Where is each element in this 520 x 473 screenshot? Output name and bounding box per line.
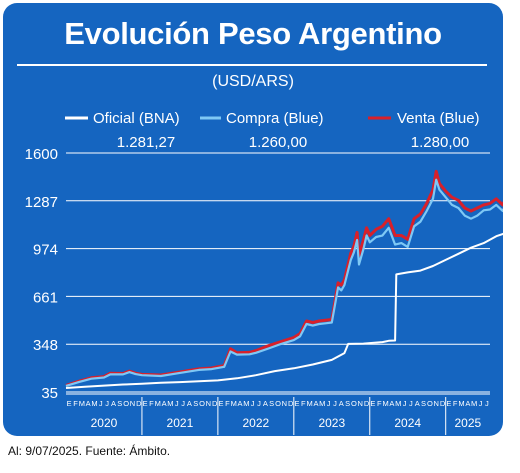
month-label: S: [117, 399, 122, 408]
month-label: M: [307, 399, 313, 408]
month-label: D: [364, 399, 370, 408]
legend-label-venta: Venta (Blue): [397, 110, 480, 127]
year-label: 2021: [167, 416, 194, 430]
y-tick-label: 1600: [25, 146, 58, 163]
month-label: A: [162, 399, 167, 408]
month-label: M: [231, 399, 237, 408]
month-label: A: [238, 399, 243, 408]
month-label: F: [301, 399, 306, 408]
month-label: A: [263, 399, 268, 408]
month-label: J: [257, 399, 261, 408]
month-label: M: [382, 399, 388, 408]
month-label: N: [130, 399, 135, 408]
month-label: M: [155, 399, 161, 408]
series-line-venta: [65, 169, 503, 387]
month-label: O: [199, 399, 205, 408]
y-tick-label: 35: [41, 385, 58, 402]
month-label: F: [377, 399, 382, 408]
month-label: A: [415, 399, 420, 408]
month-label: M: [243, 399, 249, 408]
month-label: A: [465, 399, 470, 408]
month-label: E: [294, 399, 299, 408]
month-label: J: [479, 399, 483, 408]
month-label: N: [206, 399, 211, 408]
month-label: J: [327, 399, 331, 408]
month-label: E: [67, 399, 72, 408]
month-label: M: [471, 399, 477, 408]
month-label: A: [86, 399, 91, 408]
title-divider: [17, 64, 487, 66]
month-label: J: [175, 399, 179, 408]
month-label: J: [251, 399, 255, 408]
month-label: A: [111, 399, 116, 408]
last-value-compra: 1.260,00: [249, 134, 307, 151]
month-label: O: [275, 399, 281, 408]
month-label: S: [345, 399, 350, 408]
legend-label-compra: Compra (Blue): [226, 110, 324, 127]
last-value-oficial: 1.281,27: [117, 134, 175, 151]
month-label: M: [395, 399, 401, 408]
month-label: J: [409, 399, 413, 408]
series-line-oficial: [65, 232, 503, 389]
month-label: M: [79, 399, 85, 408]
month-label: J: [181, 399, 185, 408]
y-tick-label: 1287: [25, 194, 58, 211]
month-label: D: [212, 399, 218, 408]
month-label: N: [358, 399, 363, 408]
month-label: F: [149, 399, 154, 408]
month-label: E: [446, 399, 451, 408]
month-label: N: [433, 399, 438, 408]
y-tick-label: 974: [33, 242, 58, 259]
legend-label-oficial: Oficial (BNA): [93, 110, 180, 127]
last-value-venta: 1.280,00: [411, 134, 469, 151]
series-line-compra: [65, 178, 503, 387]
month-label: F: [73, 399, 78, 408]
month-label: M: [91, 399, 97, 408]
month-label: S: [269, 399, 274, 408]
unit-label: (USD/ARS): [212, 73, 294, 90]
month-label: D: [440, 399, 446, 408]
chart-panel: Evolución Peso Argentino (USD/ARS) 35 348…: [3, 3, 503, 436]
year-label: 2020: [91, 416, 118, 430]
month-label: S: [421, 399, 426, 408]
month-label: D: [136, 399, 142, 408]
month-label: E: [219, 399, 224, 408]
month-label: F: [225, 399, 230, 408]
month-label: O: [123, 399, 129, 408]
source-footer: Al: 9/07/2025. Fuente: Ámbito.: [8, 444, 171, 458]
year-label: 2022: [242, 416, 269, 430]
month-label: O: [351, 399, 357, 408]
y-tick-label: 661: [33, 289, 58, 306]
month-label: J: [99, 399, 103, 408]
month-label: E: [143, 399, 148, 408]
month-label: M: [167, 399, 173, 408]
month-label: M: [458, 399, 464, 408]
month-label: J: [403, 399, 407, 408]
month-label: N: [282, 399, 287, 408]
month-label: E: [370, 399, 375, 408]
year-label: 2025: [454, 416, 481, 430]
year-label: 2023: [318, 416, 345, 430]
month-label: A: [389, 399, 394, 408]
month-label: S: [193, 399, 198, 408]
chart-title: Evolución Peso Argentino: [64, 16, 442, 51]
y-tick-label: 348: [33, 337, 58, 354]
month-label: A: [313, 399, 318, 408]
month-label: J: [105, 399, 109, 408]
month-label: J: [485, 399, 489, 408]
month-label: A: [339, 399, 344, 408]
year-label: 2024: [394, 416, 421, 430]
month-label: O: [427, 399, 433, 408]
month-label: M: [319, 399, 325, 408]
month-label: D: [288, 399, 294, 408]
month-label: A: [187, 399, 192, 408]
month-label: J: [333, 399, 337, 408]
month-label: F: [453, 399, 458, 408]
